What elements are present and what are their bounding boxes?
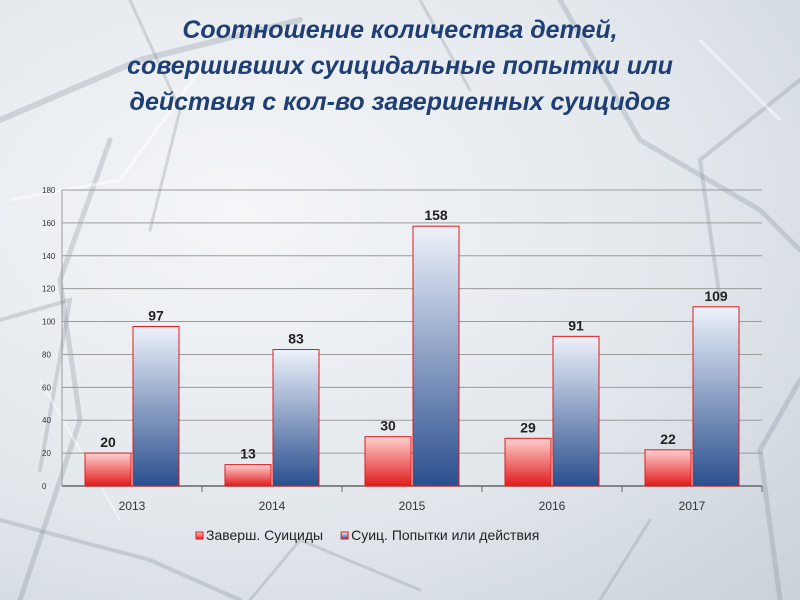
legend-label: Заверш. Суициды: [206, 527, 323, 543]
x-tick-label: 2017: [679, 499, 706, 513]
data-label: 109: [704, 288, 728, 304]
x-tick-label: 2013: [119, 499, 146, 513]
y-tick-label: 80: [42, 350, 51, 359]
bar-series-1: [504, 437, 552, 487]
data-labels: 20 97 13 83 30 158 29 91 22 109: [100, 207, 728, 461]
x-tick-label: 2016: [539, 499, 566, 513]
x-axis-ticks: 2013 2014 2015 2016 2017: [119, 499, 706, 513]
bar-series-2: [412, 225, 460, 487]
page-title: Соотношение количества детей, совершивши…: [20, 12, 780, 120]
bar-series-2: [552, 335, 600, 487]
y-tick-label: 180: [42, 186, 56, 195]
data-label: 83: [288, 331, 304, 347]
bar-series-1: [84, 452, 132, 487]
title-line-2: совершивших суицидальные попытки или: [127, 52, 673, 80]
y-tick-label: 60: [42, 383, 51, 392]
legend-swatch: [340, 531, 349, 540]
data-label: 30: [380, 418, 396, 434]
y-tick-label: 160: [42, 219, 56, 228]
title-line-3: действия с кол-во завершенных суицидов: [129, 88, 671, 116]
y-tick-label: 140: [42, 252, 56, 261]
bar-series-2: [692, 306, 740, 487]
data-label: 22: [660, 431, 676, 447]
x-tick-label: 2014: [259, 499, 286, 513]
y-axis-ticks: 0 20 40 60 80 100 120 140 160 180: [42, 186, 56, 491]
data-label: 20: [100, 434, 116, 450]
title-line-1: Соотношение количества детей,: [182, 16, 618, 44]
bar-series-1: [364, 436, 412, 487]
legend-swatch: [195, 531, 204, 540]
y-tick-label: 0: [42, 482, 47, 491]
bar-series-2: [272, 349, 320, 487]
legend-label: Суиц. Попытки или действия: [351, 527, 539, 543]
data-label: 158: [424, 207, 448, 223]
bar-series-2: [132, 325, 180, 487]
data-label: 91: [568, 317, 584, 333]
bars: [84, 225, 740, 487]
y-tick-label: 40: [42, 416, 51, 425]
y-tick-label: 120: [42, 285, 56, 294]
bar-series-1: [644, 449, 692, 487]
bar-series-1: [224, 464, 272, 487]
data-label: 29: [520, 419, 536, 435]
data-label: 97: [148, 307, 164, 323]
data-label: 13: [240, 446, 256, 462]
y-tick-label: 20: [42, 449, 51, 458]
y-tick-label: 100: [42, 318, 56, 327]
legend: Заверш. Суициды Суиц. Попытки или действи…: [195, 527, 539, 543]
x-tick-label: 2015: [399, 499, 426, 513]
